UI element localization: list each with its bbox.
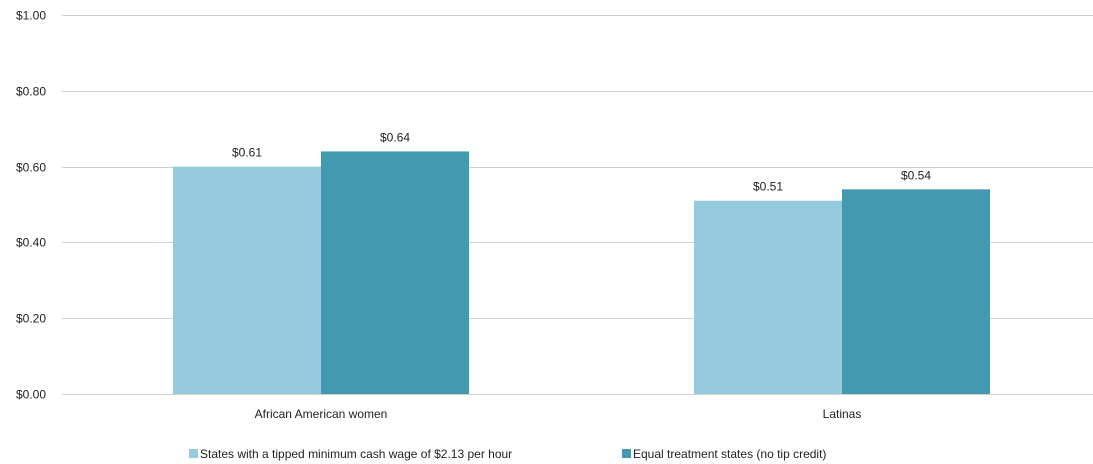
y-tick-label: $1.00 xyxy=(16,9,46,23)
legend-swatch xyxy=(189,449,198,458)
bars xyxy=(173,151,990,394)
legend-label: Equal treatment states (no tip credit) xyxy=(633,447,826,461)
data-label: $0.54 xyxy=(901,168,931,182)
y-tick-label: $0.20 xyxy=(16,312,46,326)
bar xyxy=(842,189,990,394)
bar xyxy=(173,166,321,394)
legend-swatch xyxy=(622,449,631,458)
x-category-label: Latinas xyxy=(823,407,862,421)
legend-label: States with a tipped minimum cash wage o… xyxy=(200,447,512,461)
data-labels: $0.61 $0.64 $0.51 $0.54 xyxy=(232,130,931,193)
y-tick-label: $0.40 xyxy=(16,236,46,250)
data-label: $0.64 xyxy=(380,130,410,144)
data-label: $0.51 xyxy=(753,180,783,194)
x-category-label: African American women xyxy=(255,407,388,421)
y-axis-ticks: $0.00 $0.20 $0.40 $0.60 $0.80 $1.00 xyxy=(16,9,46,402)
legend: States with a tipped minimum cash wage o… xyxy=(189,447,826,461)
x-axis-categories: African American women Latinas xyxy=(255,407,862,421)
bar xyxy=(321,151,469,394)
data-label: $0.61 xyxy=(232,146,262,160)
y-tick-label: $0.00 xyxy=(16,388,46,402)
y-tick-label: $0.80 xyxy=(16,85,46,99)
bar xyxy=(694,200,842,394)
y-tick-label: $0.60 xyxy=(16,161,46,175)
